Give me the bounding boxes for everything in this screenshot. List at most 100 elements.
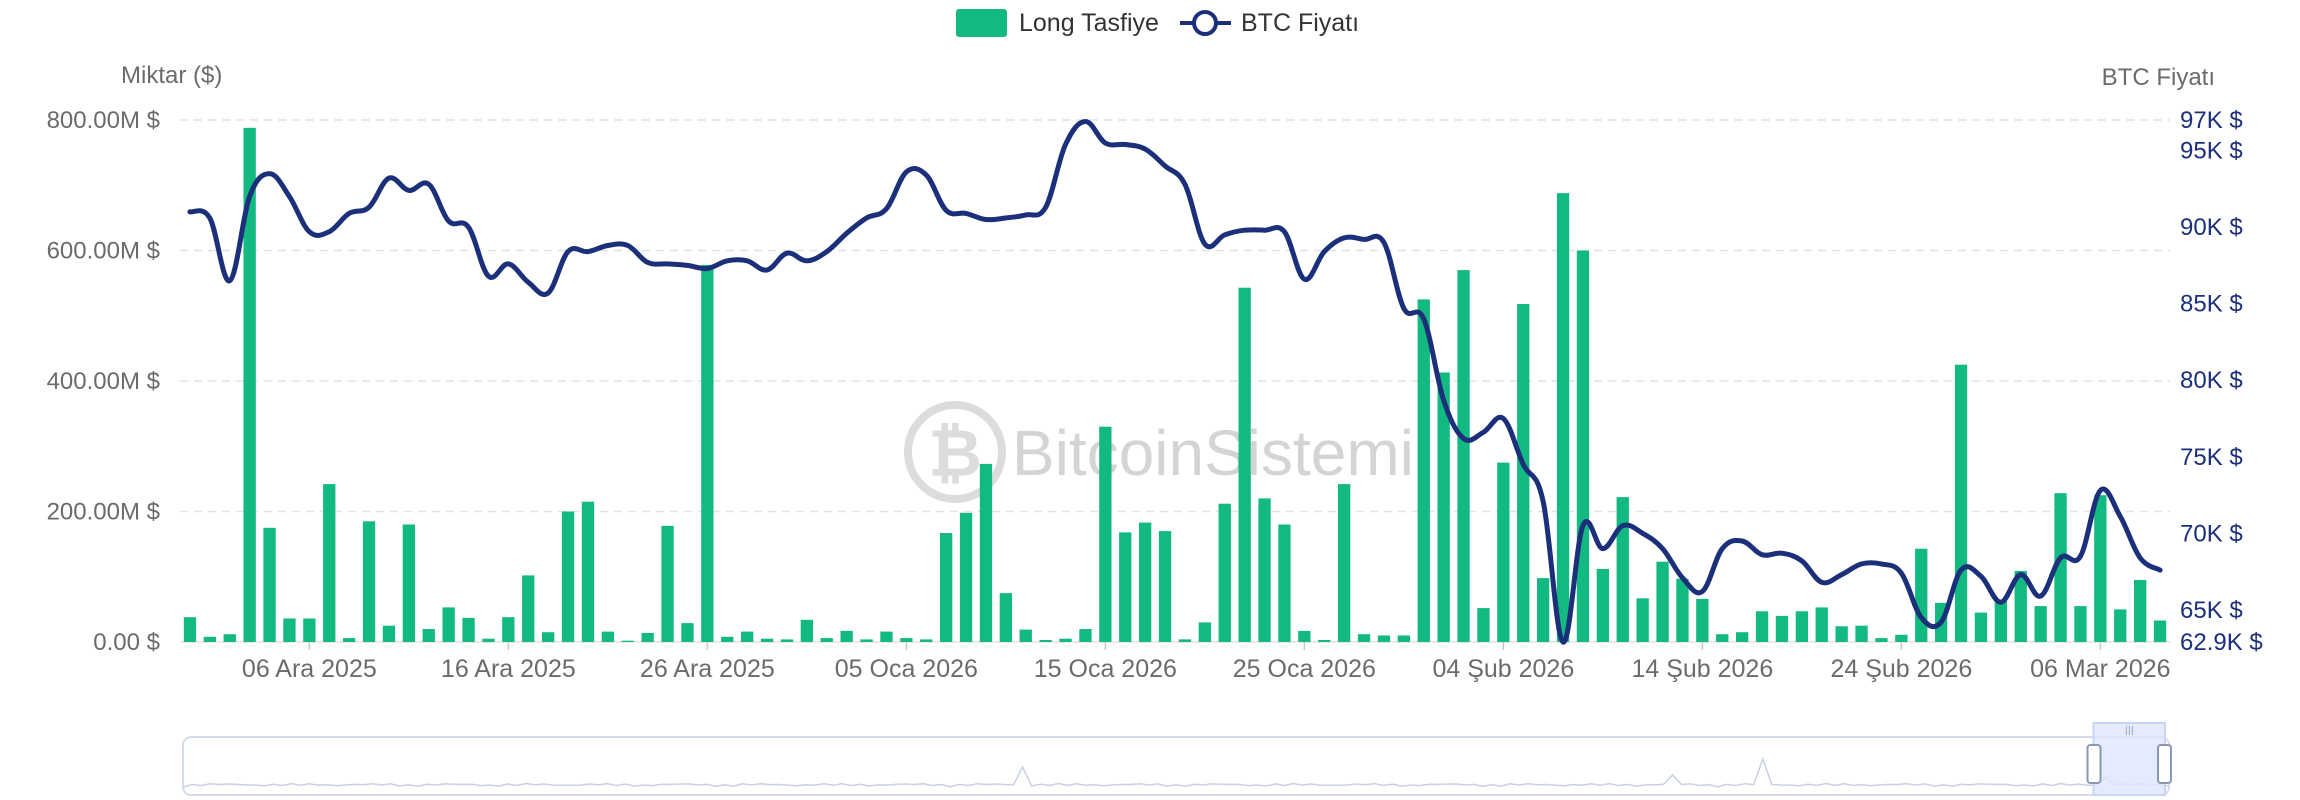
left-axis-title: Miktar ($)	[121, 62, 222, 89]
liquidation-bar	[263, 527, 276, 642]
right-axis-title: BTC Fiyatı	[2102, 64, 2215, 91]
left-axis-tick-label: 200.00M $	[47, 499, 160, 526]
legend-bar-swatch	[956, 9, 1007, 37]
liquidation-bar	[422, 629, 435, 642]
left-axis-tick-label: 400.00M $	[47, 368, 160, 395]
liquidation-bar	[2074, 606, 2087, 642]
liquidation-bar	[362, 521, 376, 642]
right-axis-tick-label: 97K $	[2180, 107, 2243, 134]
liquidation-bar	[1099, 426, 1112, 642]
liquidation-bar	[243, 127, 256, 643]
liquidation-bar	[482, 638, 495, 642]
liquidation-bar	[1298, 630, 1311, 642]
liquidation-bar	[2094, 495, 2107, 642]
liquidation-bar	[2014, 570, 2027, 642]
liquidation-bar	[800, 619, 813, 642]
liquidation-bar	[661, 525, 674, 642]
liquidation-bar	[2034, 606, 2047, 642]
liquidation-bar	[900, 638, 913, 642]
liquidation-bar	[1139, 522, 1152, 642]
watermark-text: BitcoinSistemi	[1012, 417, 1414, 489]
x-axis-tick-label: 04 Şub 2026	[1432, 655, 1574, 683]
watermark: ₿ BitcoinSistemi	[904, 401, 1414, 503]
liquidation-bar	[2134, 580, 2147, 642]
liquidation-bar	[601, 631, 614, 642]
navigator-handle-left[interactable]	[2086, 744, 2102, 784]
x-axis-tick-label: 06 Ara 2025	[242, 655, 377, 683]
right-axis-ticks: 62.9K $ 65K $ 70K $ 75K $ 80K $ 85K $ 90K $ 95K…	[2180, 107, 2263, 656]
liquidation-bar	[1178, 639, 1192, 642]
right-axis-tick-label: 70K $	[2180, 520, 2243, 547]
liquidation-bar	[581, 501, 595, 642]
liquidation-bar	[1119, 532, 1132, 642]
liquidation-bar	[323, 484, 336, 642]
watermark-logo-glyph: ₿	[928, 416, 982, 490]
liquidation-bar	[1377, 635, 1391, 642]
right-axis-tick-label: 90K $	[2180, 214, 2243, 241]
liquidation-bar	[1736, 632, 1749, 642]
legend-label-btc-price: BTC Fiyatı	[1241, 9, 1359, 37]
legend-item-btc-price[interactable]: BTC Fiyatı	[1180, 9, 1359, 37]
liquidation-bar	[1437, 372, 1450, 642]
liquidation-bar	[621, 640, 634, 642]
x-axis-ticks: 06 Ara 2025 16 Ara 2025 26 Ara 2025 05 Oca …	[242, 642, 2171, 683]
liquidation-bar	[1815, 607, 1828, 642]
x-axis-tick-label: 25 Oca 2026	[1233, 655, 1376, 683]
x-axis-tick-label: 14 Şub 2026	[1631, 655, 1773, 683]
liquidation-bar	[940, 533, 953, 642]
liquidation-bar	[1079, 629, 1092, 642]
liquidation-bar	[283, 618, 296, 642]
legend-item-long-liquidation[interactable]: Long Tasfiye	[956, 9, 1159, 37]
liquidation-bar	[880, 631, 893, 642]
liquidation-bar	[1895, 634, 1908, 642]
liquidation-bar	[2114, 609, 2127, 642]
liquidation-bar	[1616, 497, 1629, 642]
navigator-handle-right[interactable]	[2157, 744, 2172, 784]
liquidation-bar	[741, 631, 754, 642]
right-axis-tick-label: 95K $	[2180, 138, 2243, 165]
range-navigator[interactable]: |||	[182, 722, 2172, 796]
liquidation-bar	[1238, 287, 1251, 642]
liquidation-bar	[2054, 493, 2067, 642]
liquidation-bar	[203, 636, 216, 642]
liquidation-bar	[820, 638, 833, 642]
navigator-selected-range[interactable]	[2092, 722, 2166, 796]
liquidation-bar	[1318, 640, 1331, 642]
liquidation-bars	[183, 127, 2167, 643]
liquidation-bar	[1158, 531, 1172, 642]
x-axis-tick-label: 06 Mar 2026	[2030, 655, 2170, 683]
liquidation-bar	[1795, 611, 1808, 642]
liquidation-bar	[442, 607, 455, 642]
liquidation-bar	[979, 463, 993, 642]
left-axis-ticks: 0.00 $ 200.00M $ 400.00M $ 600.00M $ 800.00M…	[47, 107, 160, 656]
liquidation-bar	[1258, 498, 1271, 642]
x-axis-tick-label: 24 Şub 2026	[1830, 655, 1972, 683]
liquidation-bar	[1755, 611, 1769, 642]
liquidation-bar	[1576, 250, 1590, 642]
liquidation-bar	[1338, 484, 1351, 642]
right-axis-tick-label: 65K $	[2180, 597, 2243, 624]
liquidation-bar	[1676, 578, 1689, 642]
liquidation-bar	[382, 625, 396, 642]
liquidation-bar	[402, 524, 415, 642]
legend[interactable]: Long Tasfiye BTC Fiyatı	[956, 9, 1359, 37]
liquidation-bar	[1477, 608, 1490, 642]
liquidation-bar	[1835, 626, 1848, 642]
left-axis-tick-label: 800.00M $	[47, 107, 160, 134]
liquidation-bar	[462, 617, 475, 642]
liquidation-bar	[343, 638, 356, 642]
liquidation-bar	[1656, 561, 1669, 642]
x-axis-tick-label: 26 Ara 2025	[640, 655, 775, 683]
liquidation-bar	[1059, 638, 1072, 642]
navigator-grip-icon[interactable]: |||	[2125, 726, 2134, 736]
right-axis-tick-label: 80K $	[2180, 367, 2243, 394]
liquidation-bar	[1517, 304, 1530, 642]
right-axis-tick-label: 62.9K $	[2180, 629, 2263, 656]
liquidation-bar	[2153, 620, 2167, 642]
liquidation-bar	[1039, 640, 1052, 642]
liquidation-bar	[860, 639, 873, 642]
liquidation-bar	[760, 638, 774, 642]
liquidation-bar	[183, 617, 197, 642]
liquidation-bar	[641, 632, 654, 642]
